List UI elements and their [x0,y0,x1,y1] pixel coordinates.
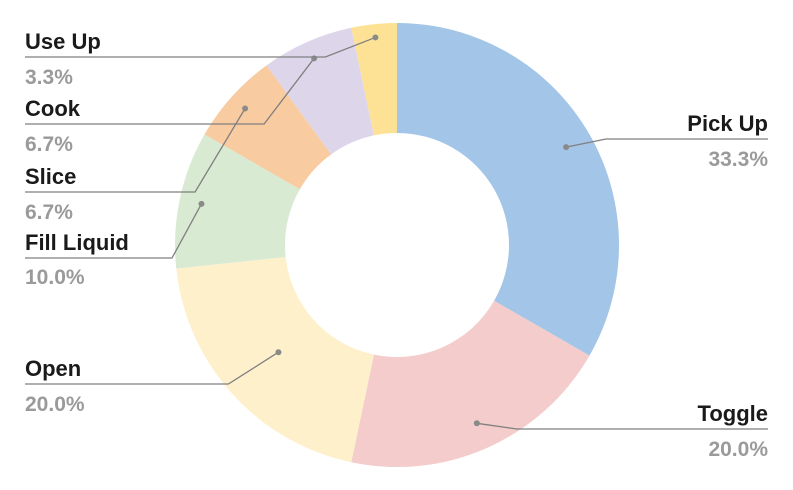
slice-slice [204,65,332,190]
slice-use-up [351,23,397,136]
leader-dot-cook [311,55,318,62]
slice-percent-fill-liquid: 10.0% [25,266,85,289]
slice-open [176,256,374,463]
donut-slices [175,23,619,467]
slice-toggle [351,300,590,467]
slice-percent-toggle: 20.0% [708,438,768,461]
leader-line-toggle [476,422,768,430]
leader-line-slice [25,108,246,193]
leader-dot-use-up [372,34,379,41]
leader-dot-fill-liquid [198,200,205,207]
slice-label-use-up: Use Up [25,29,101,54]
slice-percent-cook: 6.7% [25,133,73,156]
slice-label-open: Open [25,356,81,381]
leader-dot-pick-up [563,144,570,151]
leader-line-pick-up [565,138,768,148]
slice-label-slice: Slice [25,164,76,189]
leader-dot-open [275,349,282,356]
slice-label-pick-up: Pick Up [687,111,768,136]
leader-line-fill-liquid [25,203,203,259]
slice-percent-pick-up: 33.3% [708,148,768,171]
slice-percent-open: 20.0% [25,393,85,416]
leader-line-cook [25,57,315,125]
leader-line-use-up [25,36,376,58]
slice-labels: Pick Up 33.3% Toggle 20.0% Open 20.0% Fill Liq… [25,29,768,461]
slice-percent-slice: 6.7% [25,201,73,224]
slice-cook [266,27,374,155]
slice-percent-use-up: 3.3% [25,66,73,89]
slice-pick-up [397,23,619,356]
slice-label-fill-liquid: Fill Liquid [25,230,129,255]
leader-line-open [25,351,279,385]
slice-label-cook: Cook [25,96,81,121]
slice-fill-liquid [175,134,300,269]
leader-lines [25,34,768,430]
leader-dot-toggle [473,420,480,427]
leader-dot-slice [242,105,249,112]
slice-label-toggle: Toggle [698,401,768,426]
